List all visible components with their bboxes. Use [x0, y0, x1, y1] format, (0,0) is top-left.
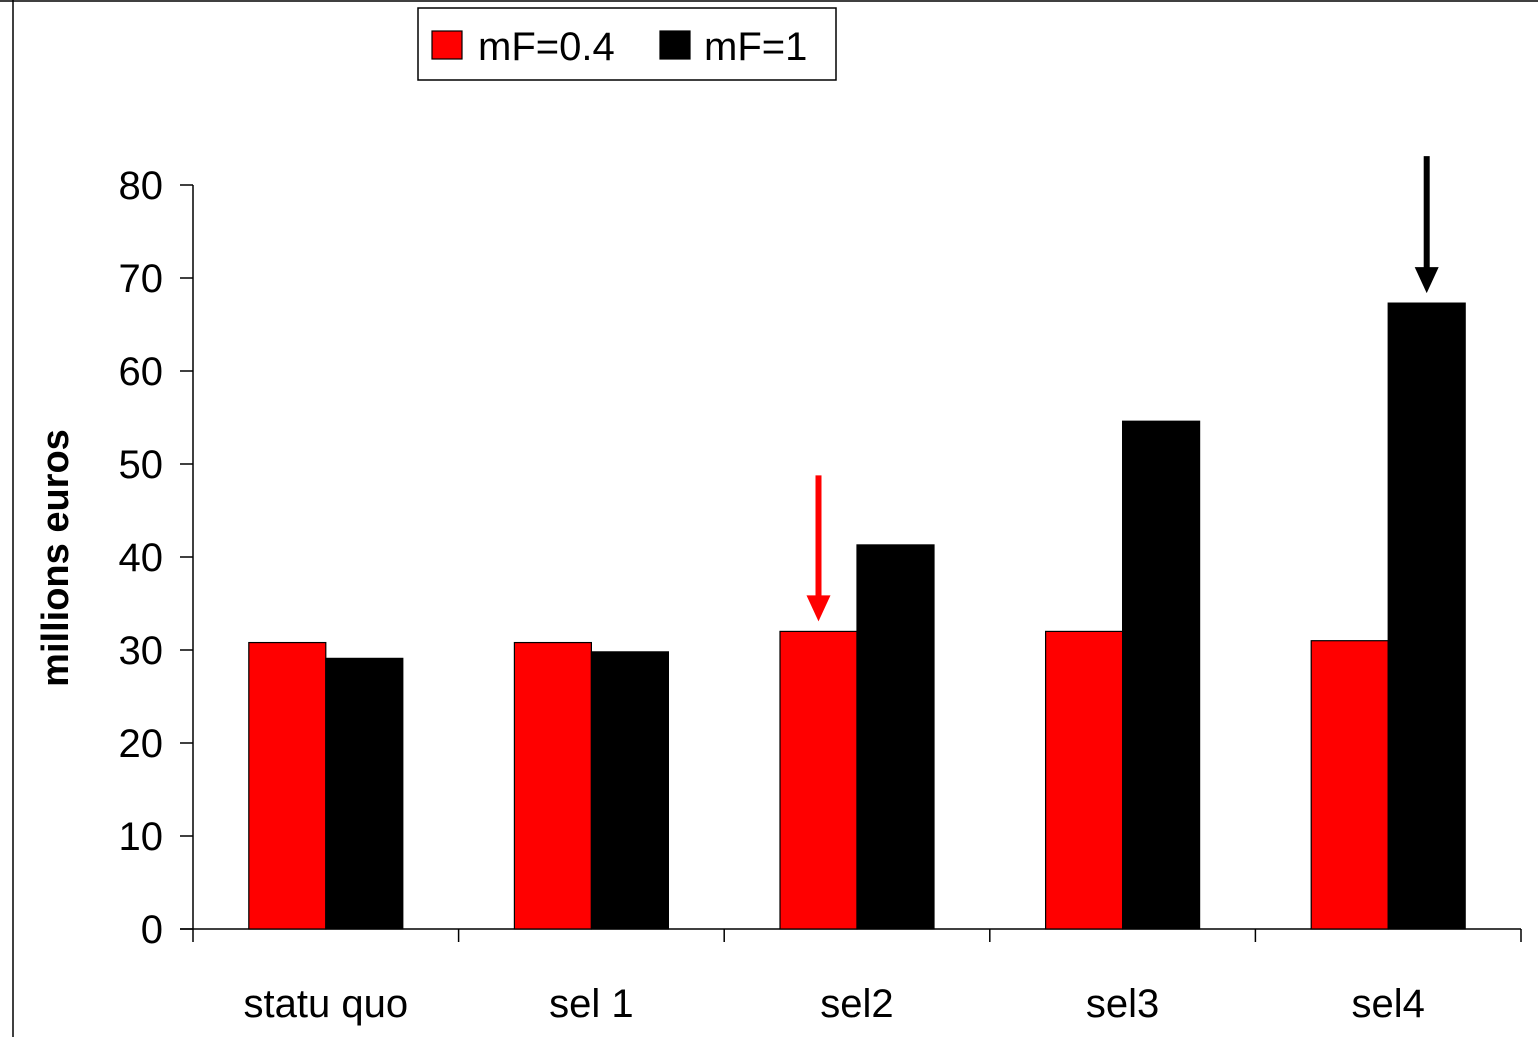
- legend-swatch: [659, 30, 691, 60]
- x-tick-label: sel3: [1086, 982, 1159, 1026]
- x-tick-label: sel 1: [549, 982, 634, 1026]
- y-tick-label: 0: [141, 908, 163, 952]
- annotations: [806, 156, 1439, 622]
- bar-mf-1: [856, 544, 935, 930]
- bar-mf-0-4: [1310, 640, 1389, 930]
- axes: 0 10 20 30 40 50 60 70 80 statu quo sel 1 sel2 sel3 s…: [119, 164, 1522, 1026]
- arrow-annotation: [1414, 156, 1439, 294]
- legend-swatch: [431, 30, 463, 60]
- bar-mf-0-4: [779, 630, 858, 930]
- bars: [248, 302, 1466, 930]
- legend-label: mF=1: [704, 25, 807, 69]
- y-axis-label: millions euros: [35, 429, 77, 687]
- y-tick-label: 10: [119, 815, 164, 859]
- y-tick-label: 50: [119, 443, 164, 487]
- bar-mf-0-4: [513, 641, 593, 930]
- legend-label: mF=0.4: [478, 25, 615, 69]
- y-tick-label: 40: [119, 536, 164, 580]
- arrow-annotation: [806, 475, 831, 622]
- y-tick-label: 30: [119, 629, 164, 673]
- bar-mf-1: [1387, 302, 1466, 930]
- legend-box: [417, 7, 837, 81]
- y-tick-label: 20: [119, 722, 164, 766]
- bar-mf-1: [325, 657, 404, 930]
- bar-mf-0-4: [1044, 630, 1124, 930]
- x-tick-label: statu quo: [244, 982, 409, 1026]
- x-tick-label: sel4: [1352, 982, 1425, 1026]
- bar-mf-1: [590, 651, 670, 930]
- legend: mF=0.4 mF=1: [417, 7, 837, 81]
- bar-mf-1: [1121, 420, 1201, 930]
- bar-mf-0-4: [248, 641, 327, 930]
- y-tick-label: 80: [119, 164, 164, 208]
- y-tick-label: 60: [119, 350, 164, 394]
- y-tick-label: 70: [119, 257, 164, 301]
- x-tick-label: sel2: [820, 982, 893, 1026]
